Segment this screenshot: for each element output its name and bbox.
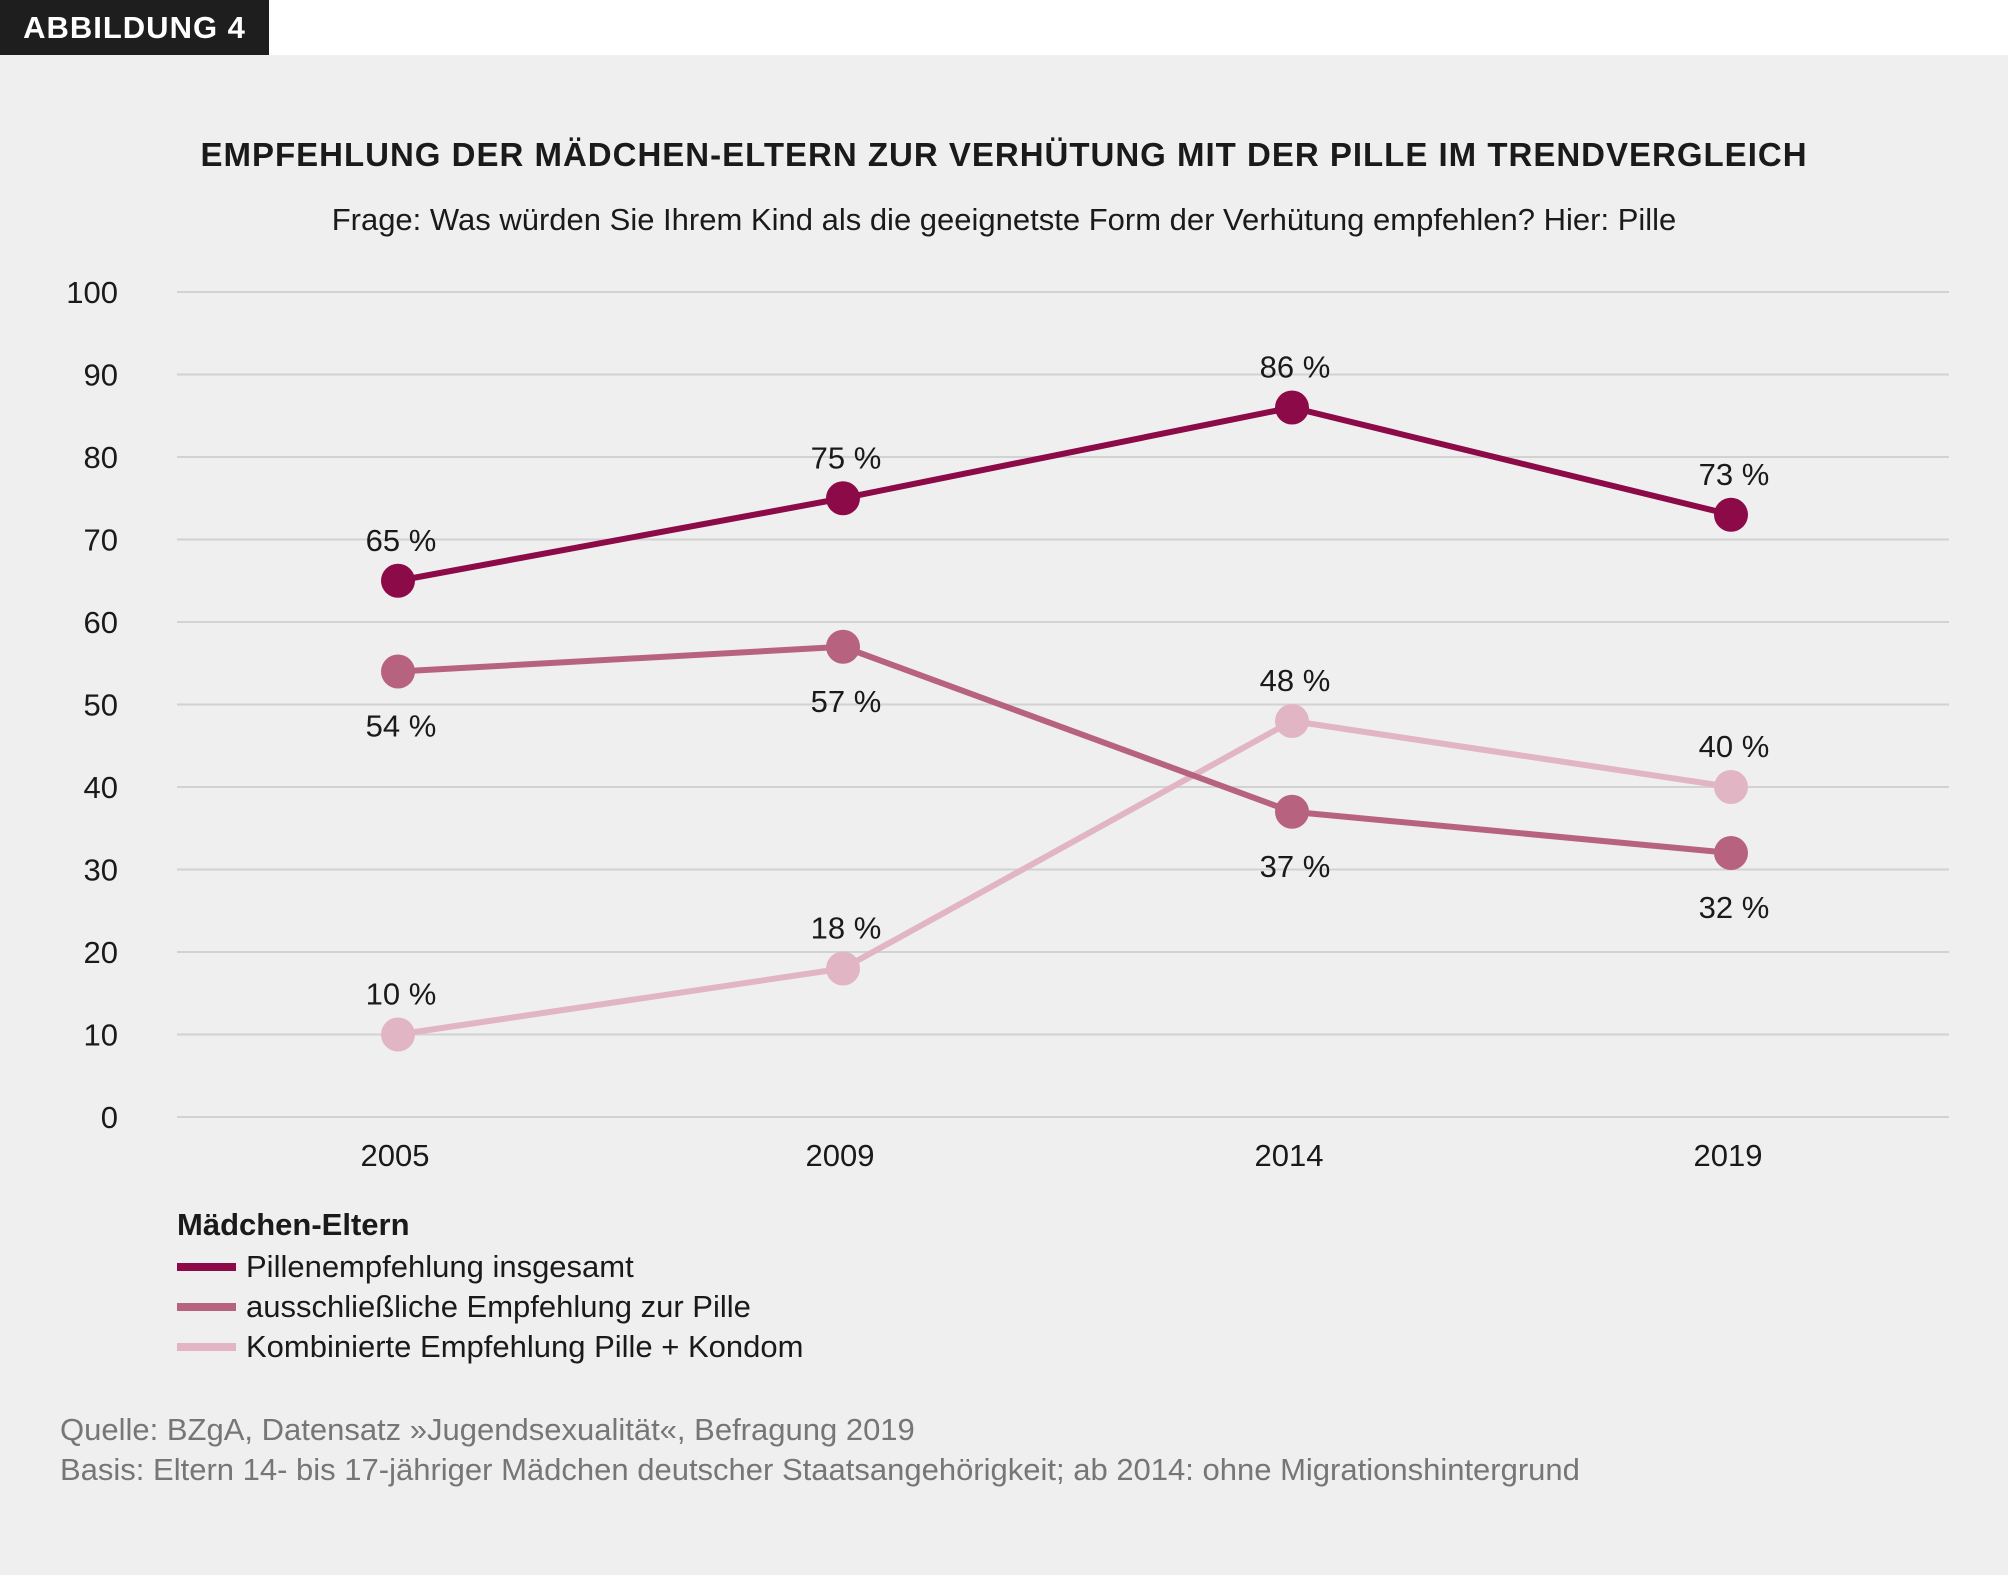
data-label: 40 % bbox=[1699, 729, 1770, 764]
data-label: 65 % bbox=[366, 523, 437, 558]
legend-item: Kombinierte Empfehlung Pille + Kondom bbox=[177, 1327, 803, 1367]
y-tick-label: 90 bbox=[84, 358, 118, 393]
legend-swatch bbox=[177, 1303, 236, 1311]
data-label: 54 % bbox=[366, 709, 437, 744]
data-point bbox=[826, 951, 860, 986]
y-tick-label: 30 bbox=[84, 853, 118, 888]
legend-title: Mädchen-Eltern bbox=[177, 1207, 410, 1242]
data-point bbox=[381, 654, 415, 689]
data-point bbox=[826, 629, 860, 664]
x-tick-label: 2005 bbox=[361, 1138, 430, 1173]
legend-label: ausschließliche Empfehlung zur Pille bbox=[246, 1289, 751, 1324]
source-line: Quelle: BZgA, Datensatz »Jugendsexualitä… bbox=[60, 1412, 915, 1447]
legend-item: ausschließliche Empfehlung zur Pille bbox=[177, 1287, 803, 1327]
data-label: 73 % bbox=[1699, 457, 1770, 492]
legend-swatch bbox=[177, 1263, 236, 1271]
data-label: 37 % bbox=[1260, 849, 1331, 884]
data-label: 57 % bbox=[811, 684, 882, 719]
y-tick-label: 80 bbox=[84, 440, 118, 475]
data-label: 18 % bbox=[811, 911, 882, 946]
data-label: 75 % bbox=[811, 440, 882, 475]
data-point bbox=[381, 563, 415, 598]
data-point bbox=[1275, 390, 1309, 425]
data-point bbox=[1714, 836, 1748, 870]
chart-title: EMPFEHLUNG DER MÄDCHEN-ELTERN ZUR VERHÜT… bbox=[200, 136, 1808, 173]
source-note: Quelle: BZgA, Datensatz »Jugendsexualitä… bbox=[60, 1410, 1580, 1490]
y-tick-label: 100 bbox=[66, 275, 118, 310]
data-label: 10 % bbox=[366, 977, 437, 1012]
data-point bbox=[1714, 770, 1748, 804]
data-point bbox=[1275, 704, 1309, 738]
y-tick-label: 60 bbox=[84, 605, 118, 640]
data-label: 86 % bbox=[1260, 350, 1331, 385]
y-tick-label: 50 bbox=[84, 688, 118, 723]
y-tick-label: 10 bbox=[84, 1018, 118, 1053]
y-tick-label: 70 bbox=[84, 523, 118, 558]
data-point bbox=[1275, 794, 1309, 829]
legend-swatch bbox=[177, 1343, 236, 1351]
x-tick-label: 2009 bbox=[806, 1138, 875, 1173]
figure-badge: ABBILDUNG 4 bbox=[0, 0, 269, 55]
legend-label: Pillenempfehlung insgesamt bbox=[246, 1249, 634, 1284]
legend-label: Kombinierte Empfehlung Pille + Kondom bbox=[246, 1329, 804, 1364]
series-line bbox=[397, 643, 1732, 856]
y-tick-label: 20 bbox=[84, 935, 118, 970]
y-tick-label: 0 bbox=[101, 1100, 118, 1135]
legend-item: Pillenempfehlung insgesamt bbox=[177, 1247, 803, 1287]
x-tick-label: 2019 bbox=[1694, 1138, 1763, 1173]
legend: Mädchen-Eltern Pillenempfehlung insgesam… bbox=[177, 1207, 803, 1367]
line-chart: 0 10 20 30 40 50 60 70 80 90 100 2005 2009 2014 2019 10… bbox=[66, 275, 1949, 1173]
data-label: 32 % bbox=[1699, 890, 1770, 925]
data-point bbox=[381, 1017, 415, 1052]
y-tick-label: 40 bbox=[84, 770, 118, 805]
series-line bbox=[397, 718, 1732, 1038]
x-tick-label: 2014 bbox=[1255, 1138, 1324, 1173]
data-label: 48 % bbox=[1260, 663, 1331, 698]
basis-line: Basis: Eltern 14- bis 17-jähriger Mädche… bbox=[60, 1452, 1580, 1487]
series-line bbox=[397, 404, 1732, 584]
data-point bbox=[1714, 497, 1748, 532]
chart-subtitle: Frage: Was würden Sie Ihrem Kind als die… bbox=[331, 202, 1677, 237]
data-point bbox=[826, 481, 860, 516]
top-band bbox=[0, 0, 2008, 55]
